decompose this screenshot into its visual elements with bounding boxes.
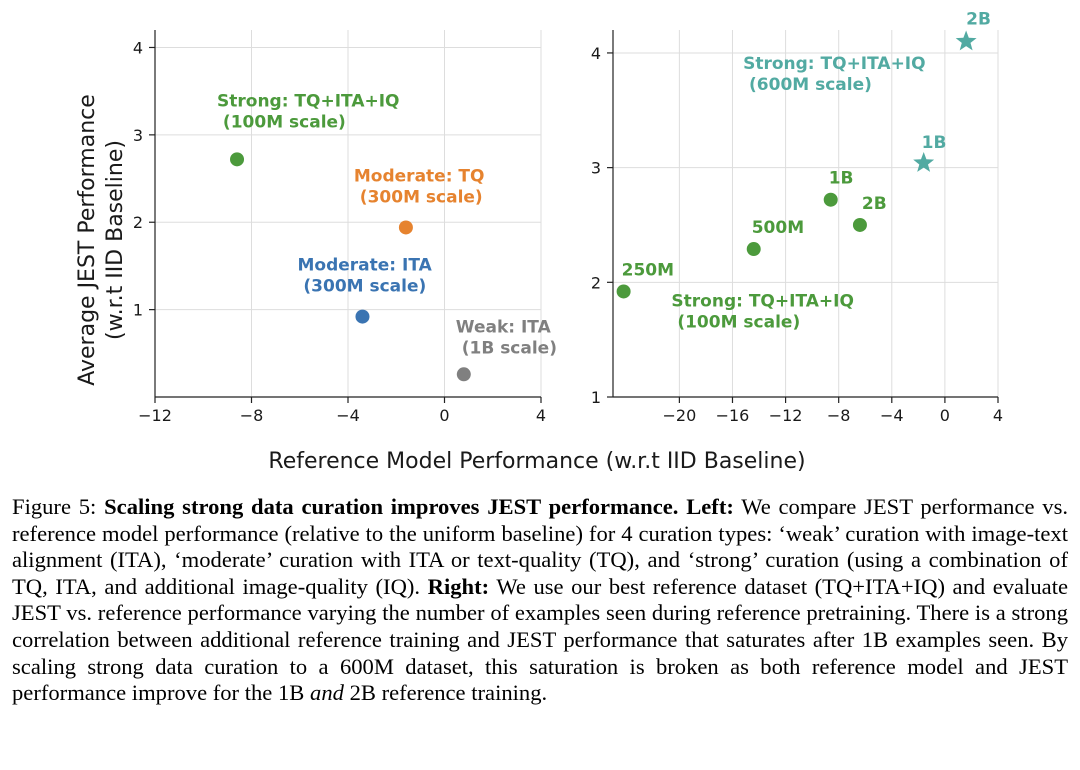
- left-scatter-panel: −12 −8 −4 0 4 1 2 3 4 Average JEST Performance (w.…: [75, 30, 557, 425]
- caption-right-label: Right:: [427, 573, 490, 599]
- left-label-strong-line-1: (100M scale): [217, 112, 346, 132]
- left-ytick-label-3: 4: [133, 38, 143, 57]
- right-point-green-3: [852, 217, 867, 232]
- left-xtick-label-2: −4: [336, 406, 360, 425]
- left-label-weak-line-0: Weak: ITA: [456, 317, 552, 337]
- right-xtick-label-2: −12: [769, 406, 803, 425]
- left-point-weak: [456, 367, 471, 382]
- right-scatter-panel: −20 −16 −12 −8 −4 0 4 1 2 3 4 250M 500M 1B 2B Strong: T…: [591, 9, 1003, 425]
- right-point-green-1: [746, 242, 761, 257]
- right-xtick-label-4: −4: [880, 406, 904, 425]
- caption-left-label: Left:: [686, 494, 734, 519]
- caption-and-word: and: [310, 680, 344, 706]
- right-point-label-star-0: 1B: [922, 133, 947, 153]
- left-label-strong-line-0: Strong: TQ+ITA+IQ: [217, 91, 400, 111]
- figure-caption: Figure 5: Scaling strong data curation i…: [12, 494, 1068, 707]
- left-label-moderate-ita-line-0: Moderate: ITA: [297, 256, 432, 276]
- caption-right-text-b: 2B reference training.: [349, 680, 548, 706]
- right-point-green-0: [616, 284, 631, 299]
- right-point-label-green-0: 250M: [622, 260, 674, 280]
- left-y-axis-label: Average JEST Performance (w.r.t IID Basel…: [75, 94, 128, 386]
- left-y-axis-label-line-1: (w.r.t IID Baseline): [103, 140, 128, 340]
- right-ytick-label-3: 4: [591, 44, 601, 63]
- right-series-label-green-line-1: (100M scale): [671, 312, 800, 332]
- left-xtick-label-0: −12: [138, 406, 172, 425]
- left-point-moderate-ita: [355, 309, 370, 324]
- right-ytick-label-2: 3: [591, 159, 601, 178]
- left-label-moderate-tq-line-0: Moderate: TQ: [354, 166, 485, 186]
- caption-right-text-a: We use our best reference dataset (TQ+IT…: [12, 573, 1068, 706]
- left-point-strong: [230, 152, 245, 167]
- left-xtick-label-1: −8: [240, 406, 264, 425]
- left-label-weak-line-1: (1B scale): [456, 338, 557, 358]
- right-xtick-label-6: 4: [993, 406, 1003, 425]
- figure-5-charts: −12 −8 −4 0 4 1 2 3 4 Average JEST Performance (w.…: [75, 9, 1003, 474]
- right-series-label-green-line-0: Strong: TQ+ITA+IQ: [671, 291, 854, 311]
- right-ytick-label-1: 2: [591, 273, 601, 292]
- left-ytick-label-2: 3: [133, 126, 143, 145]
- right-point-star-1: [955, 30, 977, 51]
- shared-x-axis-label: Reference Model Performance (w.r.t IID B…: [268, 449, 805, 474]
- left-ytick-label-0: 1: [133, 301, 143, 320]
- caption-left-text: We compare JEST performance vs. referenc…: [12, 494, 1069, 599]
- left-label-moderate-tq-line-1: (300M scale): [354, 187, 483, 207]
- right-xtick-label-5: 0: [940, 406, 950, 425]
- right-xtick-label-1: −16: [716, 406, 750, 425]
- right-point-green-2: [823, 192, 838, 207]
- right-point-label-green-3: 2B: [862, 194, 887, 214]
- caption-figure-label: Figure 5:: [12, 494, 97, 519]
- left-y-axis-label-line-0: Average JEST Performance: [75, 94, 100, 386]
- right-point-label-star-1: 2B: [966, 9, 991, 29]
- right-xtick-label-3: −8: [827, 406, 851, 425]
- right-point-label-green-1: 500M: [752, 218, 804, 238]
- left-ytick-label-1: 2: [133, 213, 143, 232]
- left-label-moderate-ita-line-1: (300M scale): [297, 277, 426, 297]
- left-xtick-label-3: 0: [439, 406, 449, 425]
- left-xtick-label-4: 4: [536, 406, 546, 425]
- left-point-moderate-tq: [398, 220, 413, 235]
- right-ytick-label-0: 1: [591, 388, 601, 407]
- right-series-label-star-line-1: (600M scale): [743, 75, 872, 95]
- caption-bold-title: Scaling strong data curation improves JE…: [104, 494, 679, 519]
- right-point-star-0: [913, 152, 935, 172]
- right-series-label-star-line-0: Strong: TQ+ITA+IQ: [743, 54, 926, 74]
- right-xtick-label-0: −20: [662, 406, 696, 425]
- right-point-label-green-2: 1B: [829, 169, 854, 189]
